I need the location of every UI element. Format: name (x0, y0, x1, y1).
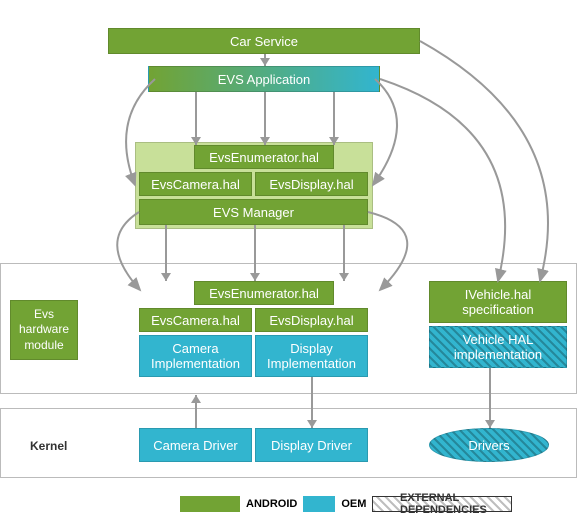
drivers-label: Drivers (468, 438, 509, 453)
legend-android-swatch (180, 496, 240, 512)
legend-ext-label: EXTERNAL DEPENDENCIES (400, 492, 512, 516)
camera-impl-box: Camera Implementation (139, 335, 252, 377)
evs-camera-1-label: EvsCamera.hal (151, 177, 240, 192)
evs-application-box: EVS Application (148, 66, 380, 92)
diagram-canvas: Car Service EVS Application EvsEnumerato… (0, 0, 577, 522)
evs-manager-label: EVS Manager (213, 205, 294, 220)
arrow-head-icon (339, 273, 349, 281)
arrow-head-icon (191, 137, 201, 145)
ivehicle-box: IVehicle.hal specification (429, 281, 567, 323)
arrow-head-icon (485, 420, 495, 428)
evs-display-1-label: EvsDisplay.hal (269, 177, 353, 192)
display-driver-box: Display Driver (255, 428, 368, 462)
drivers-box: Drivers (429, 428, 549, 462)
car-service-label: Car Service (230, 34, 298, 49)
evs-camera-1-box: EvsCamera.hal (139, 172, 252, 196)
arrow-head-icon (191, 395, 201, 403)
display-impl-label: Display Implementation (256, 341, 367, 371)
evs-enumerator-1-box: EvsEnumerator.hal (194, 145, 334, 169)
vehicle-hal-box: Vehicle HAL implementation (429, 326, 567, 368)
camera-driver-box: Camera Driver (139, 428, 252, 462)
evs-display-1-box: EvsDisplay.hal (255, 172, 368, 196)
legend-oem-label: OEM (341, 498, 366, 510)
arrow-head-icon (260, 137, 270, 145)
legend: ANDROID OEM EXTERNAL DEPENDENCIES (180, 496, 512, 512)
arrow-line (489, 368, 491, 428)
kernel-label: Kernel (30, 439, 67, 453)
evs-hw-module-label: Evs hardware module (15, 307, 73, 354)
arrow-head-icon (260, 58, 270, 66)
camera-driver-label: Camera Driver (153, 438, 238, 453)
display-impl-box: Display Implementation (255, 335, 368, 377)
evs-camera-2-box: EvsCamera.hal (139, 308, 252, 332)
evs-enumerator-2-label: EvsEnumerator.hal (209, 286, 319, 301)
camera-impl-label: Camera Implementation (140, 341, 251, 371)
car-service-box: Car Service (108, 28, 420, 54)
arrow-head-icon (307, 420, 317, 428)
evs-enumerator-2-box: EvsEnumerator.hal (194, 281, 334, 305)
evs-enumerator-1-label: EvsEnumerator.hal (209, 150, 319, 165)
evs-display-2-box: EvsDisplay.hal (255, 308, 368, 332)
ivehicle-label: IVehicle.hal specification (430, 287, 566, 317)
legend-oem-swatch (303, 496, 335, 512)
display-driver-label: Display Driver (271, 438, 352, 453)
legend-android-label: ANDROID (246, 498, 297, 510)
evs-camera-2-label: EvsCamera.hal (151, 313, 240, 328)
arrow-head-icon (161, 273, 171, 281)
evs-hw-module-label-box: Evs hardware module (10, 300, 78, 360)
arrow-head-icon (250, 273, 260, 281)
evs-application-label: EVS Application (218, 72, 311, 87)
arrow-head-icon (329, 137, 339, 145)
evs-display-2-label: EvsDisplay.hal (269, 313, 353, 328)
evs-manager-box: EVS Manager (139, 199, 368, 225)
vehicle-hal-label: Vehicle HAL implementation (430, 332, 566, 362)
